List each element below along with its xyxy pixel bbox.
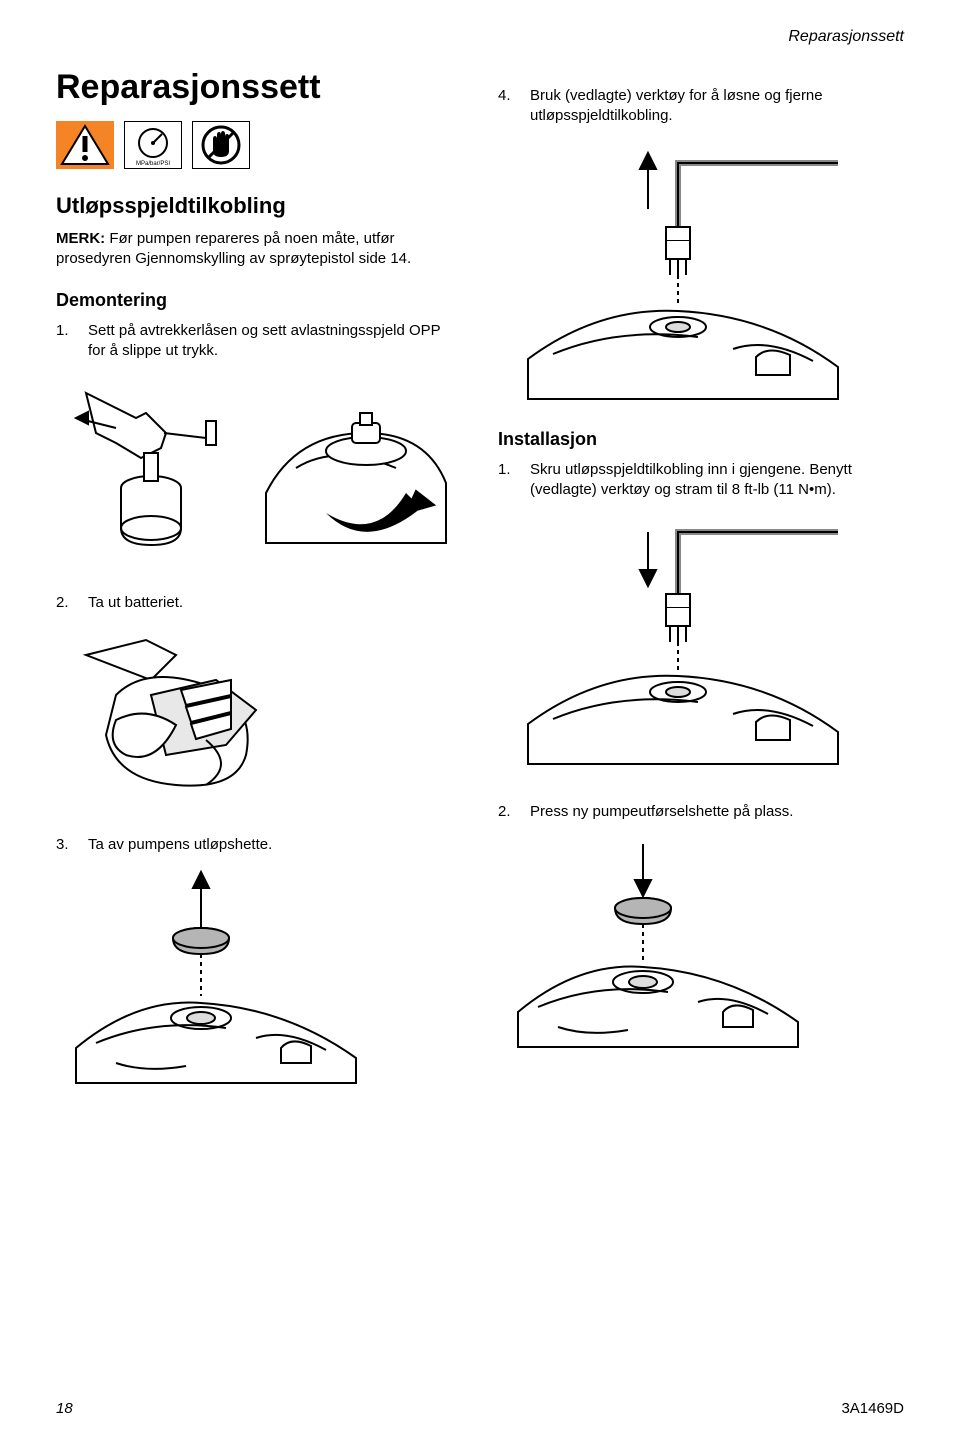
page-title: Reparasjonssett bbox=[56, 68, 462, 107]
svg-text:MPa/bar/PSI: MPa/bar/PSI bbox=[136, 161, 170, 167]
step-number: 2. bbox=[56, 593, 78, 613]
installasjon-heading: Installasjon bbox=[498, 429, 904, 450]
merk-text: Før pumpen repareres på noen måte, utfør… bbox=[56, 230, 411, 267]
installasjon-step-2: 2. Press ny pumpeutførselshette på plass… bbox=[498, 802, 904, 822]
demontering-heading: Demontering bbox=[56, 290, 462, 311]
figure-hex-tool-install bbox=[498, 512, 904, 772]
step-number: 3. bbox=[56, 835, 78, 855]
demontering-step-2: 2. Ta ut batteriet. bbox=[56, 593, 462, 613]
figure-trigger-lock-relief bbox=[56, 373, 462, 563]
doc-number: 3A1469D bbox=[841, 1400, 904, 1417]
demontering-step-1: 1. Sett på avtrekkerlåsen og sett avlast… bbox=[56, 321, 462, 362]
warning-icon-row: MPa/bar/PSI bbox=[56, 121, 462, 169]
demontering-step-3: 3. Ta av pumpens utløpshette. bbox=[56, 835, 462, 855]
page-footer: 18 3A1469D bbox=[56, 1400, 904, 1417]
figure-press-new-cap bbox=[498, 834, 904, 1054]
installasjon-step-1: 1. Skru utløpsspjeldtilkobling inn i gje… bbox=[498, 460, 904, 501]
step-number: 2. bbox=[498, 802, 520, 822]
right-column: 4. Bruk (vedlagte) verktøy for å løsne o… bbox=[498, 68, 904, 1088]
step-text: Press ny pumpeutførselshette på plass. bbox=[530, 802, 793, 822]
figure-remove-outlet-cap bbox=[56, 868, 462, 1088]
step-4-remove-valve-fitting: 4. Bruk (vedlagte) verktøy for å løsne o… bbox=[498, 86, 904, 127]
step-text: Bruk (vedlagte) verktøy for å løsne og f… bbox=[530, 86, 904, 127]
step-text: Ta av pumpens utløpshette. bbox=[88, 835, 272, 855]
step-number: 4. bbox=[498, 86, 520, 127]
running-header: Reparasjonssett bbox=[56, 28, 904, 46]
no-hand-prohibition-icon bbox=[192, 121, 250, 169]
step-text: Ta ut batteriet. bbox=[88, 593, 183, 613]
section-heading-utlopsspjeldtilkobling: Utløpsspjeldtilkobling bbox=[56, 193, 462, 219]
step-number: 1. bbox=[56, 321, 78, 362]
merk-note: MERK: Før pumpen repareres på noen måte,… bbox=[56, 229, 462, 270]
left-column: Reparasjonssett bbox=[56, 68, 462, 1088]
page-number: 18 bbox=[56, 1400, 73, 1417]
step-number: 1. bbox=[498, 460, 520, 501]
figure-remove-battery bbox=[56, 625, 462, 805]
step-text: Sett på avtrekkerlåsen og sett avlastnin… bbox=[88, 321, 462, 362]
step-text: Skru utløpsspjeldtilkobling inn i gjenge… bbox=[530, 460, 904, 501]
merk-label: MERK: bbox=[56, 230, 105, 247]
pressure-gauge-icon: MPa/bar/PSI bbox=[124, 121, 182, 169]
figure-hex-tool-remove bbox=[498, 139, 904, 409]
warning-exclamation-icon bbox=[56, 121, 114, 169]
